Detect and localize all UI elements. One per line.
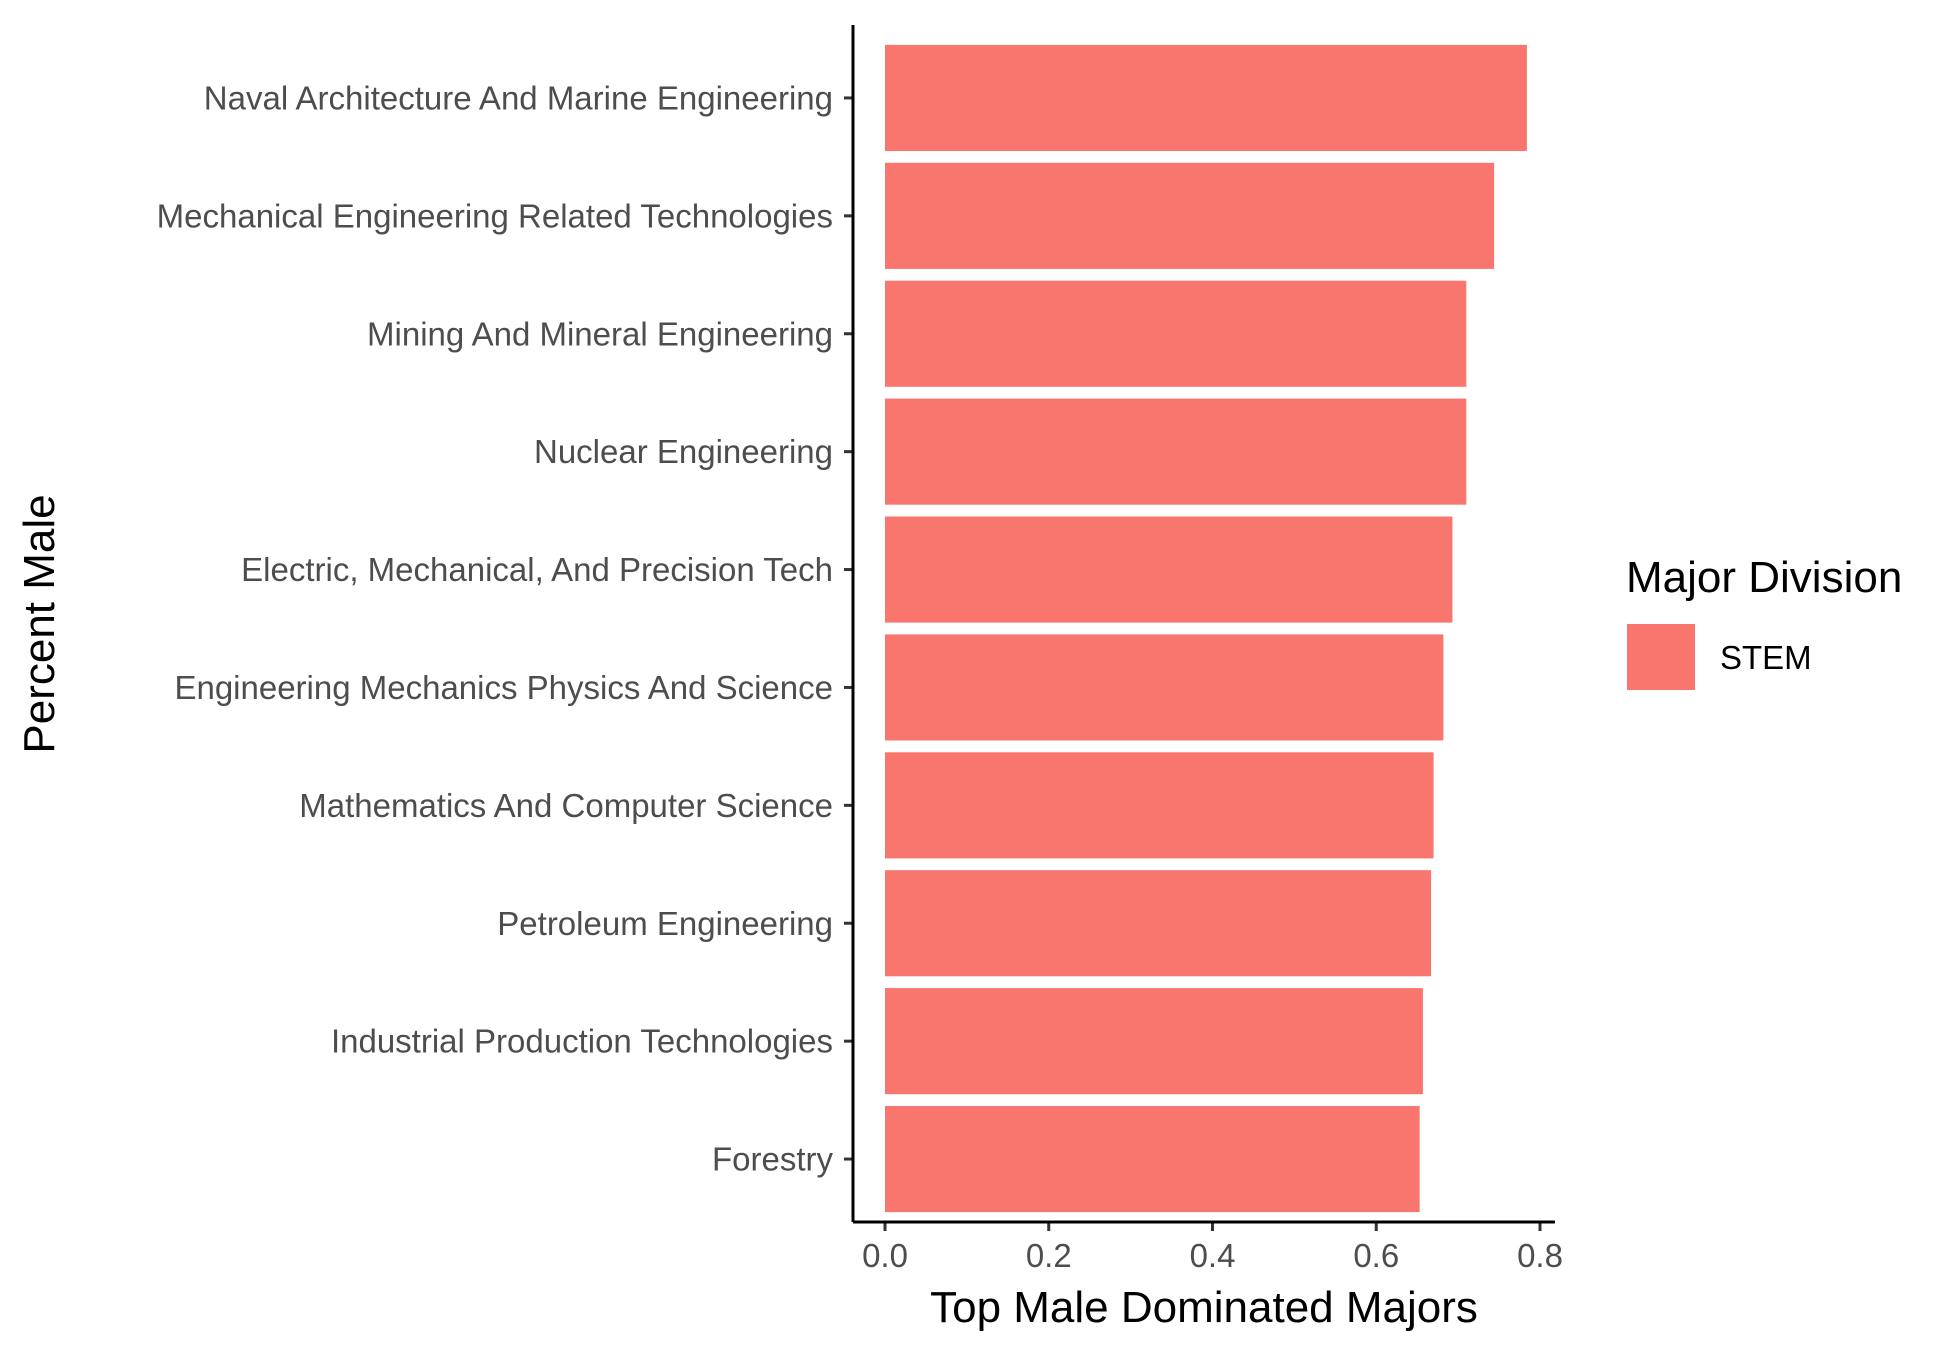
x-tick-label: 0.2 [1026,1237,1072,1274]
legend-label-stem: STEM [1720,639,1812,676]
y-tick-label: Mathematics And Computer Science [299,787,833,824]
y-tick-label: Mining And Mineral Engineering [367,315,833,352]
x-tick-label: 0.0 [862,1237,908,1274]
bar-petroleum-engineering [885,870,1432,977]
bar-engineering-mechanics-physics-and-science [885,634,1444,741]
x-axis-title: Top Male Dominated Majors [930,1283,1478,1332]
y-tick-label: Industrial Production Technologies [331,1023,833,1060]
x-axis-ticks: 0.0 0.2 0.4 0.6 0.8 [862,1222,1563,1274]
bar-mathematics-and-computer-science [885,752,1434,859]
x-tick-label: 0.4 [1190,1237,1236,1274]
y-tick-label: Engineering Mechanics Physics And Scienc… [174,669,833,706]
x-tick-label: 0.6 [1353,1237,1399,1274]
y-tick-label: Naval Architecture And Marine Engineerin… [204,79,833,116]
bars-group [885,44,1527,1213]
x-tick-label: 0.8 [1517,1237,1563,1274]
y-tick-label: Forestry [712,1141,834,1178]
y-axis-title: Percent Male [15,494,64,753]
legend-swatch-stem [1627,624,1695,690]
bar-electric-mechanical-and-precision-tech [885,516,1453,623]
y-tick-label: Electric, Mechanical, And Precision Tech [241,551,833,588]
y-axis-ticks: Naval Architecture And Marine Engineerin… [157,79,853,1178]
bar-mining-and-mineral-engineering [885,280,1467,387]
y-tick-label: Petroleum Engineering [497,905,833,942]
bar-mechanical-engineering-related-technologies [885,162,1495,269]
bar-forestry [885,1105,1420,1213]
y-tick-label: Mechanical Engineering Related Technolog… [157,197,833,234]
bar-industrial-production-technologies [885,988,1423,1095]
legend-title: Major Division [1626,553,1902,602]
legend: Major Division STEM [1626,553,1902,690]
bar-nuclear-engineering [885,398,1467,505]
y-tick-label: Nuclear Engineering [534,433,833,470]
bar-naval-architecture-and-marine-engineering [885,44,1527,152]
